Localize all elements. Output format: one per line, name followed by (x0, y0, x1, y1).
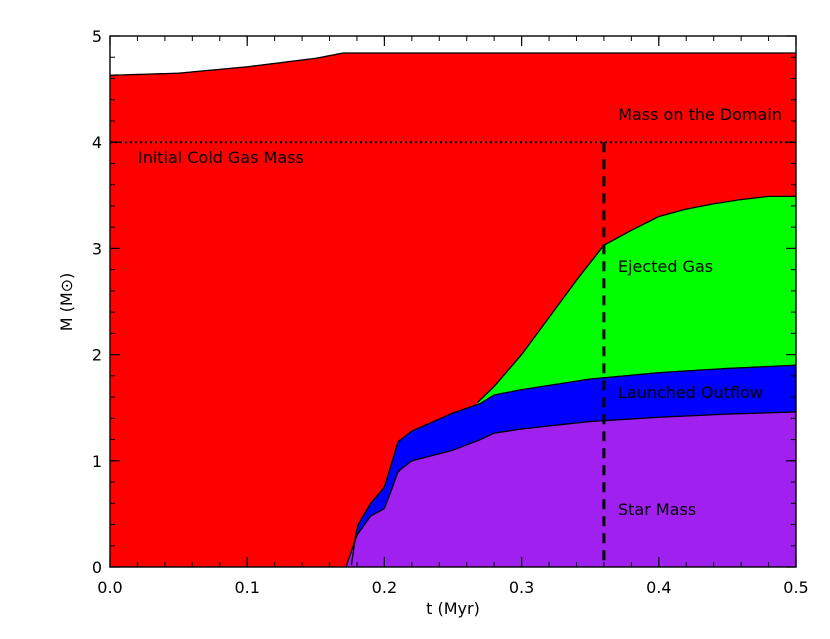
x-tick-label: 0.1 (234, 578, 259, 597)
tick-layer: 0.0 0.1 0.2 0.3 0.4 0.5 0 1 2 3 4 5 (92, 27, 809, 597)
x-tick-label: 0.4 (646, 578, 671, 597)
y-tick-label: 5 (92, 27, 102, 46)
y-tick-label: 4 (92, 133, 102, 152)
line-launched-outflow (350, 364, 797, 565)
x-tick-label: 0.3 (509, 578, 534, 597)
initial-cold-gas-mass-label: Initial Cold Gas Mass (138, 148, 304, 167)
ejected-gas-label: Ejected Gas (618, 257, 713, 276)
y-tick-label: 2 (92, 346, 102, 365)
plot-frame (109, 35, 797, 568)
area-launched-outflow (351, 365, 796, 565)
mass-on-domain-label: Mass on the Domain (618, 105, 782, 124)
x-tick-label: 0.2 (372, 578, 397, 597)
launched-outflow-label: Launched Outflow (618, 383, 763, 402)
x-axis-label: t (Myr) (426, 599, 480, 618)
area-layer (110, 52, 796, 568)
y-tick-label: 1 (92, 452, 102, 471)
y-tick-label: 3 (92, 239, 102, 258)
y-axis-label: M (M⊙) (57, 273, 76, 332)
line-ejected-gas (477, 195, 796, 403)
y-tick-label: 0 (92, 558, 102, 577)
frame-layer (109, 35, 797, 568)
area-ejected-gas (477, 196, 796, 405)
x-tick-label: 0.0 (97, 578, 122, 597)
line-layer (109, 52, 797, 568)
area-star-mass (345, 411, 796, 567)
line-star-mass (345, 411, 797, 568)
line-mass-on-domain (109, 52, 796, 76)
star-mass-label: Star Mass (618, 500, 696, 519)
x-tick-label: 0.5 (783, 578, 808, 597)
